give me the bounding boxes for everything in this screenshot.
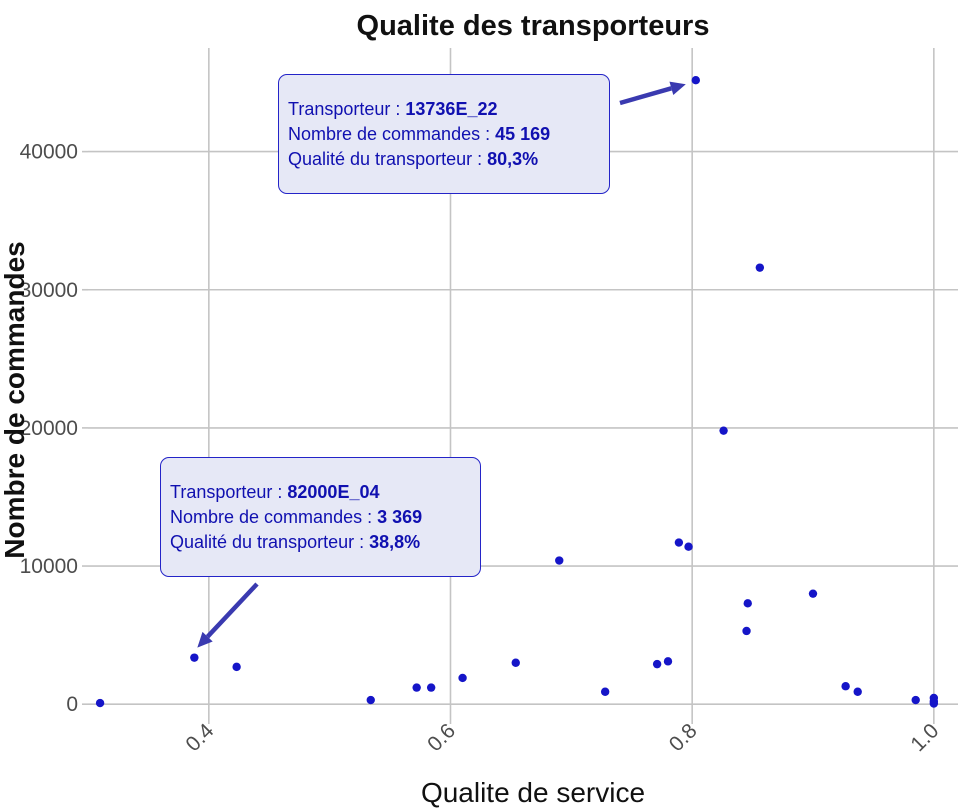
- y-tick-label: 20000: [20, 417, 78, 440]
- data-point: [719, 426, 728, 435]
- data-point: [929, 699, 939, 708]
- data-point: [426, 683, 436, 692]
- annotation-orders-line: Nombre de commandes : 3 369: [170, 505, 480, 530]
- annotation-quality-value: 38,8%: [369, 532, 421, 552]
- data-point: [190, 653, 199, 662]
- data-point: [600, 687, 610, 696]
- annotation-arrow-head: [197, 631, 213, 648]
- data-point: [366, 695, 375, 705]
- data-point: [412, 683, 421, 692]
- data-point: [555, 556, 564, 565]
- x-tick-label: 0.6: [423, 719, 460, 756]
- annotation-arrow-shaft: [205, 582, 259, 639]
- y-tick-label: 30000: [20, 279, 78, 302]
- data-point: [742, 626, 751, 636]
- annotation-carrier-value: 82000E_04: [287, 482, 380, 502]
- annotation-arrow-head: [669, 81, 686, 96]
- data-point: [652, 659, 662, 669]
- annotation-carrier-line: Transporteur : 82000E_04: [170, 480, 480, 505]
- data-points: [95, 76, 939, 708]
- data-point: [95, 698, 105, 708]
- annotation-orders-value: 3 369: [377, 507, 423, 527]
- data-point: [663, 657, 673, 666]
- annotation-carrier-line: Transporteur : 13736E_22: [288, 97, 609, 122]
- annotation-carrier-label: Transporteur :: [170, 482, 288, 502]
- annotation-orders-label: Nombre de commandes :: [288, 124, 496, 144]
- data-point: [841, 682, 850, 691]
- x-axis-title: Qualite de service: [421, 777, 645, 808]
- data-point: [691, 76, 700, 85]
- data-point: [755, 263, 765, 272]
- data-point: [743, 599, 752, 608]
- data-point: [853, 687, 862, 696]
- chart-title: Qualite des transporteurs: [357, 10, 710, 42]
- y-axis-title: Nombre de commandes: [0, 241, 30, 558]
- axis-ticks: [82, 150, 935, 724]
- y-tick-labels: 0 10000 20000 30000 40000: [20, 141, 78, 717]
- x-tick-label: 1.0: [906, 719, 943, 756]
- data-point: [458, 673, 467, 683]
- data-point: [684, 542, 693, 551]
- x-tick-label: 0.4: [181, 719, 218, 756]
- annotation-orders-value: 45 169: [495, 124, 551, 144]
- data-point: [232, 662, 241, 672]
- annotation-orders-line: Nombre de commandes : 45 169: [288, 122, 609, 147]
- x-tick-label: 0.8: [665, 719, 702, 756]
- annotation-quality-label: Qualité du transporteur :: [288, 149, 488, 169]
- data-point: [911, 695, 920, 705]
- annotation-quality-line: Qualité du transporteur : 38,8%: [170, 530, 480, 555]
- annotation-carrier-label: Transporteur :: [288, 99, 406, 119]
- data-point: [808, 589, 818, 598]
- y-tick-label: 10000: [20, 555, 78, 578]
- annotation-orders-label: Nombre de commandes :: [170, 507, 378, 527]
- data-point: [674, 538, 684, 547]
- annotation-quality-value: 80,3%: [487, 149, 539, 169]
- annotation-quality-label: Qualité du transporteur :: [170, 532, 370, 552]
- annotation-quality-line: Qualité du transporteur : 80,3%: [288, 147, 609, 172]
- annotation-arrow-shaft: [619, 86, 672, 106]
- annotation-box-top: Transporteur : 13736E_22 Nombre de comma…: [278, 74, 610, 194]
- y-tick-label: 0: [66, 693, 78, 716]
- annotation-box-bottom: Transporteur : 82000E_04 Nombre de comma…: [160, 457, 481, 577]
- y-tick-label: 40000: [20, 141, 78, 164]
- x-tick-labels: 0.4 0.6 0.8 1.0: [181, 719, 943, 756]
- data-point: [511, 658, 520, 667]
- annotation-arrows: [197, 81, 686, 648]
- annotation-carrier-value: 13736E_22: [405, 99, 498, 119]
